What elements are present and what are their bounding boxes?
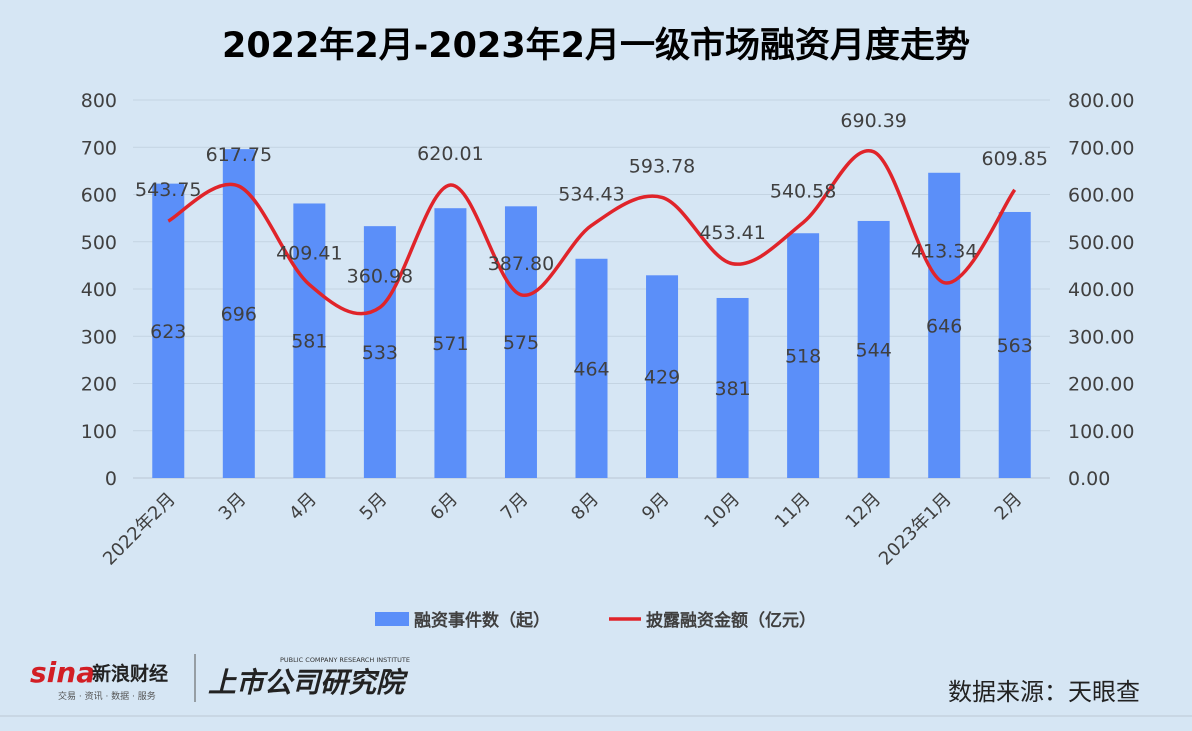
line-data-label: 609.85 bbox=[981, 148, 1047, 170]
y-left-tick-label: 700 bbox=[81, 137, 117, 159]
sina-finance-sub: 交易 · 资讯 · 数据 · 服务 bbox=[58, 690, 156, 702]
bar bbox=[293, 203, 326, 479]
bar bbox=[152, 183, 185, 478]
y-right-tick-label: 400.00 bbox=[1068, 279, 1134, 301]
legend-bar-label: 融资事件数（起） bbox=[414, 610, 550, 631]
line-data-label: 409.41 bbox=[276, 243, 342, 265]
x-tick-label: 9月 bbox=[638, 489, 674, 525]
bar-data-label: 646 bbox=[926, 315, 962, 337]
line-data-label: 620.01 bbox=[417, 143, 483, 165]
bar bbox=[787, 233, 820, 478]
bar-data-label: 623 bbox=[150, 321, 186, 343]
bar bbox=[363, 226, 396, 478]
sina-finance-cn: 新浪财经 bbox=[92, 662, 168, 685]
bar-data-label: 429 bbox=[644, 367, 680, 389]
y-right-tick-label: 600.00 bbox=[1068, 185, 1134, 207]
y-right-tick-label: 700.00 bbox=[1068, 137, 1134, 159]
bar-data-label: 518 bbox=[785, 346, 821, 368]
x-tick-label: 2023年1月 bbox=[875, 489, 956, 570]
bar bbox=[716, 297, 749, 478]
y-left-tick-label: 500 bbox=[81, 232, 117, 254]
bottom-rule bbox=[0, 715, 1192, 717]
bar-data-label: 381 bbox=[714, 378, 750, 400]
y-right-tick-label: 500.00 bbox=[1068, 232, 1134, 254]
x-tick-label: 8月 bbox=[567, 489, 603, 525]
x-tick-label: 10月 bbox=[700, 489, 744, 533]
data-source: 数据来源：天眼查 bbox=[948, 678, 1140, 706]
x-tick-label: 2022年2月 bbox=[99, 489, 180, 570]
bar bbox=[928, 172, 961, 478]
y-left-tick-label: 800 bbox=[81, 90, 117, 112]
legend-line-label: 披露融资金额（亿元） bbox=[646, 610, 816, 631]
bar-data-label: 696 bbox=[221, 304, 257, 326]
y-right-tick-label: 100.00 bbox=[1068, 421, 1134, 443]
bar bbox=[222, 149, 255, 478]
y-right-tick-label: 0.00 bbox=[1068, 468, 1110, 490]
line-data-label: 387.80 bbox=[488, 253, 554, 275]
y-right-tick-label: 800.00 bbox=[1068, 90, 1134, 112]
bar bbox=[857, 220, 890, 478]
y-left-tick-label: 400 bbox=[81, 279, 117, 301]
line-data-label: 534.43 bbox=[558, 183, 624, 205]
bar bbox=[646, 275, 679, 478]
bar-data-label: 544 bbox=[856, 339, 892, 361]
line-data-label: 360.98 bbox=[347, 265, 413, 287]
line-data-label: 617.75 bbox=[206, 144, 272, 166]
x-tick-label: 12月 bbox=[841, 489, 885, 533]
bar bbox=[575, 258, 608, 478]
y-right-tick-label: 300.00 bbox=[1068, 326, 1134, 348]
y-left-tick-label: 100 bbox=[81, 421, 117, 443]
line-data-label: 540.58 bbox=[770, 181, 836, 203]
bar-data-label: 464 bbox=[573, 358, 609, 380]
institute-en: PUBLIC COMPANY RESEARCH INSTITUTE bbox=[280, 656, 410, 664]
sina-logo-text: sina bbox=[30, 656, 95, 689]
bar bbox=[434, 208, 467, 478]
y-right-tick-label: 200.00 bbox=[1068, 374, 1134, 396]
bar-data-label: 533 bbox=[362, 342, 398, 364]
x-tick-label: 3月 bbox=[215, 489, 251, 525]
line-data-label: 453.41 bbox=[699, 222, 765, 244]
y-left-tick-label: 0 bbox=[105, 468, 117, 490]
x-tick-label: 7月 bbox=[497, 489, 533, 525]
line-series-path bbox=[167, 148, 1017, 316]
x-tick-label: 11月 bbox=[771, 489, 815, 533]
y-left-tick-label: 600 bbox=[81, 185, 117, 207]
bar bbox=[504, 206, 537, 478]
x-tick-label: 2月 bbox=[991, 489, 1027, 525]
line-data-label: 543.75 bbox=[135, 179, 201, 201]
line-data-label: 690.39 bbox=[840, 110, 906, 132]
y-left-tick-label: 200 bbox=[81, 374, 117, 396]
brand-logo: sina 新浪财经 交易 · 资讯 · 数据 · 服务 PUBLIC COMPA… bbox=[30, 654, 410, 702]
chart-title: 2022年2月-2023年2月一级市场融资月度走势 bbox=[222, 26, 970, 66]
bar-data-label: 563 bbox=[997, 335, 1033, 357]
line-data-label: 593.78 bbox=[629, 155, 695, 177]
bar-data-label: 575 bbox=[503, 332, 539, 354]
x-tick-label: 6月 bbox=[426, 489, 462, 525]
legend-bar-swatch bbox=[375, 612, 409, 626]
x-tick-label: 5月 bbox=[356, 489, 392, 525]
institute-cn: 上市公司研究院 bbox=[208, 666, 409, 699]
bar-data-label: 571 bbox=[432, 333, 468, 355]
x-tick-label: 4月 bbox=[285, 489, 321, 525]
bar bbox=[998, 211, 1031, 479]
bar-data-label: 581 bbox=[291, 331, 327, 353]
line-data-label: 413.34 bbox=[911, 241, 977, 263]
y-left-tick-label: 300 bbox=[81, 326, 117, 348]
